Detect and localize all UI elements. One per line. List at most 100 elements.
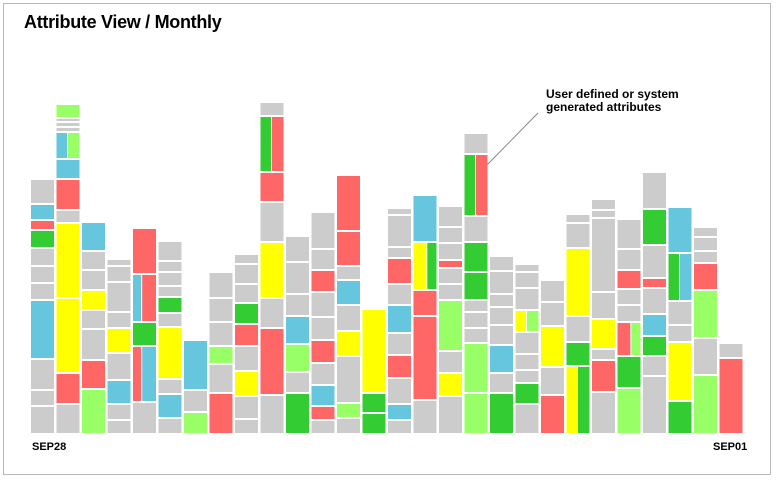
bar-segment-24-1 [643, 357, 666, 375]
bar-segment-6-1 [184, 391, 207, 411]
bar-segment-3-1 [107, 405, 131, 419]
bar-segment-17-8-1 [476, 155, 488, 215]
bar-segment-26-2 [694, 291, 717, 337]
bar-segment-10-0 [286, 394, 309, 433]
bar-segment-10-5 [286, 263, 309, 293]
bar-segment-17-1 [464, 344, 488, 392]
bar-segment-9-6-0 [260, 117, 271, 171]
bar-segment-12-6 [337, 267, 360, 279]
bar-segment-0-3 [31, 301, 54, 358]
bar-segment-12-7 [337, 232, 360, 265]
bar-segment-8-3 [235, 347, 258, 370]
bar-segment-16-6 [439, 261, 462, 267]
bar-segment-25-5 [668, 208, 692, 252]
bar-segment-16-0 [439, 397, 462, 433]
bar-segment-18-4 [490, 308, 513, 324]
bar-segment-18-1 [490, 374, 513, 392]
x-axis-end-label: SEP01 [713, 441, 748, 453]
bar-segment-2-2 [82, 330, 105, 359]
bar-segment-16-5 [439, 269, 462, 283]
bar-segment-14-4 [388, 334, 411, 354]
bar-segment-21-5 [566, 215, 590, 222]
bar-segment-15-2 [413, 291, 437, 315]
bar-segment-8-6 [235, 285, 258, 302]
bar-segment-12-1 [337, 404, 360, 417]
bar-segment-26-0 [694, 376, 717, 433]
bar-segment-0-6 [31, 249, 54, 265]
bar-segment-10-2 [286, 345, 309, 371]
bar-segment-11-5 [311, 318, 335, 339]
bar-segment-24-5 [643, 279, 666, 287]
bar-segment-19-1 [515, 384, 539, 403]
bar-segment-11-0 [311, 421, 335, 433]
bar-segment-12-3 [337, 332, 360, 355]
bar-segment-19-0 [515, 405, 539, 433]
bar-segment-5-0 [158, 419, 182, 433]
bar-segment-7-3 [209, 323, 233, 345]
bar-segment-15-1 [413, 317, 437, 399]
bar-segment-12-4 [337, 306, 360, 330]
bar-segment-20-3 [541, 303, 564, 325]
bar-segment-3-3 [107, 354, 131, 379]
bar-segment-21-4 [566, 224, 590, 247]
bar-segment-1-2 [56, 299, 80, 372]
bar-segment-4-1-1 [142, 347, 156, 401]
bar-segment-9-2 [260, 299, 284, 327]
bar-segment-14-1 [388, 405, 411, 419]
bar-segment-7-5 [209, 273, 233, 297]
bar-segment-18-5 [490, 295, 513, 306]
bar-segment-9-1 [260, 329, 284, 394]
bar-segment-3-0 [107, 421, 131, 433]
bar-segment-17-7 [464, 217, 488, 241]
bar-segment-17-2 [464, 329, 488, 342]
bar-segment-10-6 [286, 237, 309, 261]
bar-segment-9-6-1 [272, 117, 284, 171]
bar-segment-26-3 [694, 264, 717, 289]
bar-segment-25-4-0 [668, 254, 679, 300]
bar-segment-5-5 [158, 298, 182, 312]
bar-segment-16-3 [439, 301, 462, 350]
bar-segment-21-0-0 [566, 367, 577, 433]
bar-segment-14-0 [388, 421, 411, 433]
bar-group [31, 103, 743, 433]
bar-segment-3-4 [107, 329, 131, 352]
bar-segment-15-4 [413, 196, 437, 241]
bar-segment-19-8 [515, 265, 539, 271]
bar-segment-8-0 [235, 420, 258, 433]
bar-segment-1-10 [56, 119, 80, 121]
bar-segment-24-8 [643, 173, 666, 208]
bar-segment-25-4-1 [680, 254, 692, 300]
bar-segment-18-6 [490, 272, 513, 293]
bar-segment-18-0 [490, 394, 513, 433]
bar-segment-9-5 [260, 173, 284, 201]
bar-segment-0-0 [31, 407, 54, 433]
bar-segment-8-5 [235, 304, 258, 323]
bar-segment-0-10 [31, 180, 54, 203]
bar-segment-1-11 [56, 105, 80, 117]
bar-segment-21-2 [566, 317, 590, 341]
bar-segment-17-9 [464, 134, 488, 153]
bar-segment-0-4 [31, 284, 54, 299]
bar-segment-0-7 [31, 231, 54, 247]
bar-segment-22-3 [592, 320, 615, 348]
bar-segment-10-3 [286, 317, 309, 343]
bar-segment-16-7 [439, 244, 462, 259]
bar-segment-6-0 [184, 413, 207, 433]
bar-segment-19-6 [515, 289, 539, 309]
bar-segment-19-2 [515, 371, 539, 382]
bar-segment-23-0 [617, 389, 641, 433]
bar-segment-1-8 [56, 128, 80, 131]
bar-segment-1-7-0 [56, 133, 67, 158]
bar-segment-23-6 [617, 250, 641, 269]
bar-segment-8-8 [235, 255, 258, 263]
bar-segment-17-4 [464, 301, 488, 311]
bar-segment-0-2 [31, 360, 54, 389]
bar-segment-20-4 [541, 281, 564, 301]
bar-segment-5-8 [158, 262, 182, 271]
bar-segment-11-6 [311, 293, 335, 316]
bar-segment-3-5 [107, 313, 131, 327]
bar-segment-11-8 [311, 250, 335, 269]
bar-segment-12-0 [337, 419, 360, 433]
bar-segment-2-7 [82, 223, 105, 250]
bar-segment-1-7-1 [68, 133, 80, 158]
